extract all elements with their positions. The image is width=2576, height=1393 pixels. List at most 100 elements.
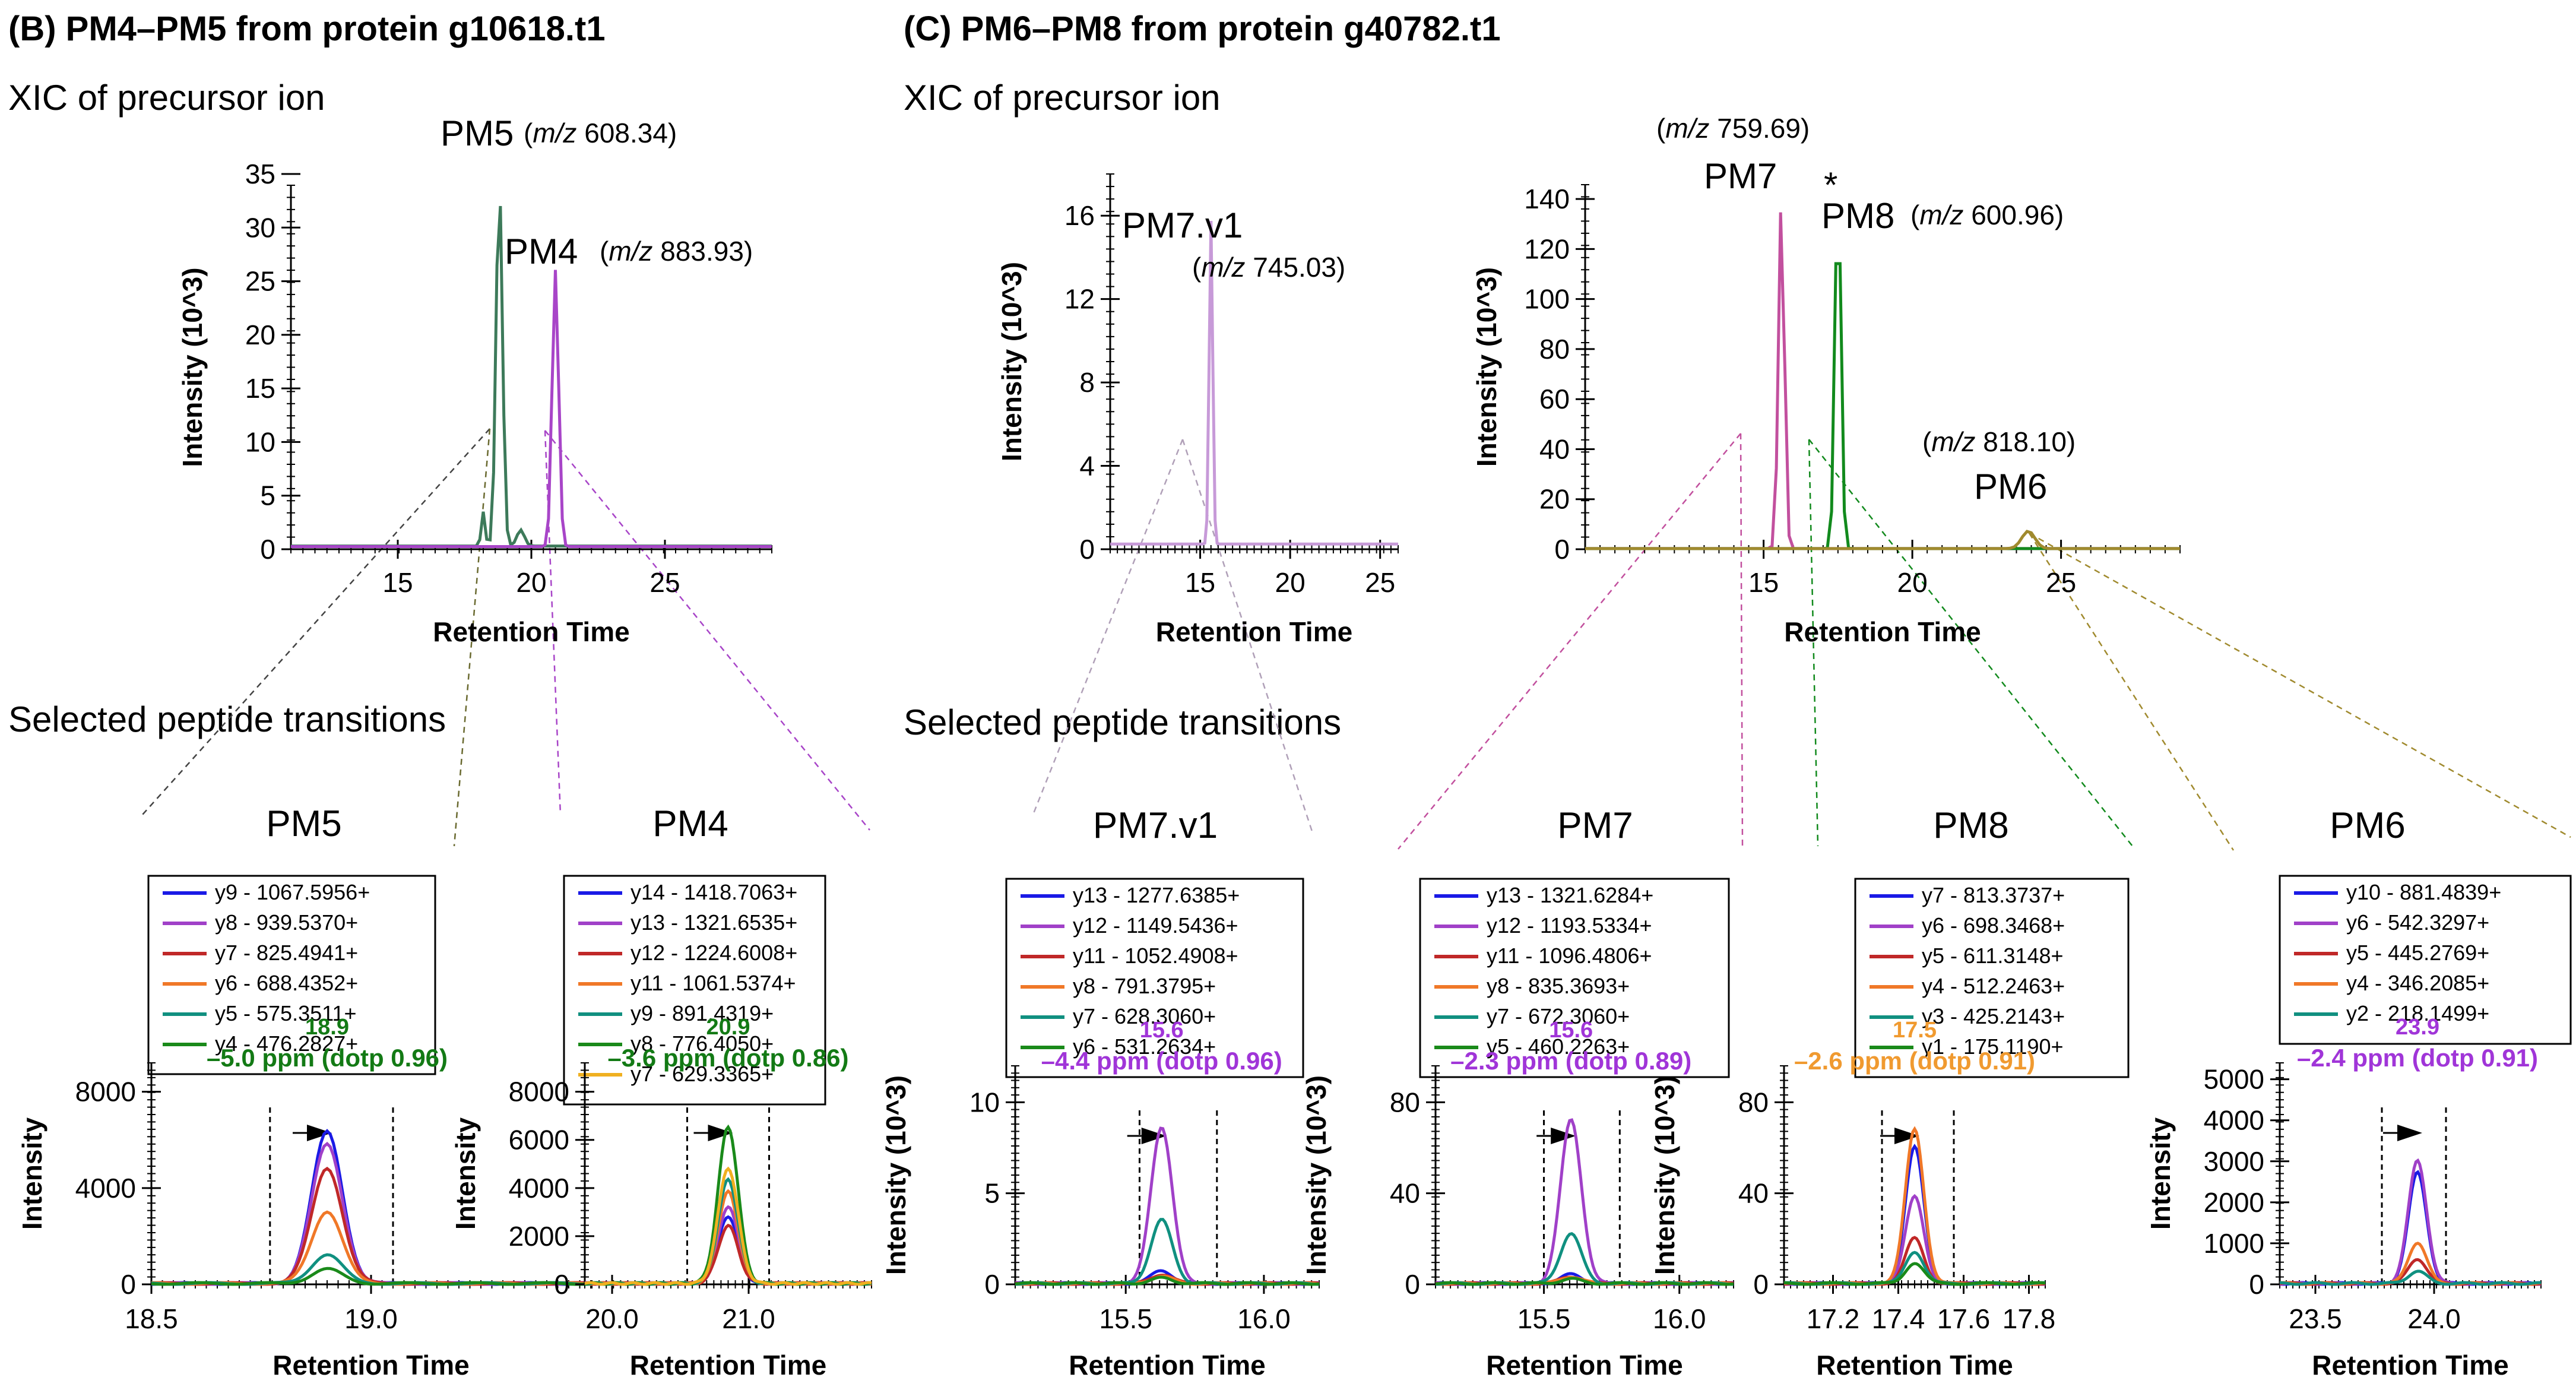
tr_pm5-y-tick-label: 8000 — [75, 1077, 136, 1107]
panel-b-transitions-label: Selected peptide transitions — [8, 699, 446, 739]
tr_pm4-legend-item: y9 - 891.4319+ — [630, 1001, 774, 1025]
tr_pm6-legend-item: y10 - 881.4839+ — [2346, 880, 2501, 904]
xic_b-y-axis-label: Intensity (10^3) — [177, 267, 208, 467]
tr_pm7v1-y-axis-label: Intensity (10^3) — [880, 1075, 911, 1275]
xic_c2-series-pm7 — [1585, 212, 2180, 550]
xic_c1-series-pm7-v1 — [1110, 220, 1398, 546]
tr_pm6-legend-item: y5 - 445.2769+ — [2346, 941, 2489, 965]
tr_pm5-legend-item: y7 - 825.4941+ — [215, 941, 358, 965]
tr_pm4-y-tick-label: 2000 — [509, 1221, 569, 1252]
xic_c2-x-tick-label: 20 — [1897, 567, 1928, 598]
tr_pm5-legend-item: y5 - 575.3511+ — [215, 1001, 357, 1025]
tr_pm7-legend-item: y13 - 1321.6284+ — [1487, 883, 1653, 907]
connector-pm8-left — [1808, 439, 1819, 847]
tr_pm7v1-legend-item: y7 - 628.3060+ — [1073, 1004, 1216, 1028]
xic_c2-y-axis-label: Intensity (10^3) — [1471, 267, 1502, 467]
tr_pm8-x-tick-label: 17.6 — [1937, 1303, 1991, 1334]
tr_pm8-legend — [1854, 878, 2130, 1078]
xic_b-y-tick-label: 30 — [245, 212, 275, 243]
tr_pm7-x-tick-label: 16.0 — [1653, 1303, 1706, 1334]
xic-pm7-mz-label: (m/z 759.69) — [1656, 113, 1810, 144]
tr_pm7-legend-item: y12 - 1193.5334+ — [1487, 913, 1652, 938]
tr_pm7v1-y-tick-label: 10 — [969, 1087, 1000, 1117]
tr_pm7v1-chart: PM7.v1 y13 - 1277.6385+ y12 - 1149.5436+ y1… — [880, 805, 1320, 1381]
tr_pm4-title: PM4 — [652, 803, 728, 844]
tr_pm8-chart: PM8 y7 - 813.3737+ y6 - 698.3468+ y5 - 611.… — [1649, 805, 2130, 1381]
tr_pm5-legend-item: y6 - 688.4352+ — [215, 971, 358, 995]
xic_c1-x-axis-label: Retention Time — [1156, 616, 1352, 647]
connector-pm7v1-left — [1032, 439, 1184, 815]
tr_pm8-apex-rt: 17.5 — [1893, 1018, 1937, 1043]
xic_b-x-tick-label: 25 — [649, 567, 680, 598]
xic-pm7v1-label: PM7.v1 — [1122, 205, 1243, 245]
xic_c2-x-axis-label: Retention Time — [1784, 616, 1981, 647]
tr_pm8-legend-item: y4 - 512.2463+ — [1922, 974, 2065, 998]
tr_pm5-x-tick-label: 19.0 — [344, 1303, 398, 1334]
xic_c1-x-tick-label: 25 — [1365, 567, 1395, 598]
tr_pm8-x-axis-label: Retention Time — [1816, 1350, 2013, 1381]
tr_pm7v1-apex-marker — [1141, 1128, 1167, 1144]
tr_pm4-series-line — [584, 1166, 872, 1286]
tr_pm7-y-tick-label: 80 — [1390, 1087, 1420, 1117]
xic_c2-x-tick-label: 25 — [2046, 567, 2076, 598]
xic_c2-y-tick-label: 80 — [1539, 334, 1570, 365]
tr_pm6-y-tick-label: 2000 — [2204, 1187, 2264, 1218]
tr_pm7v1-x-tick-label: 16.0 — [1237, 1303, 1291, 1334]
tr_pm5-x-axis-label: Retention Time — [273, 1350, 469, 1381]
tr_pm7-apex-rt: 15.6 — [1549, 1018, 1593, 1043]
tr_pm4-legend-item: y11 - 1061.5374+ — [630, 971, 796, 995]
tr_pm5-y-tick-label: 4000 — [75, 1173, 136, 1204]
xic_b-y-tick-label: 25 — [245, 266, 275, 297]
tr_pm6-legend-item: y6 - 542.3297+ — [2346, 910, 2489, 935]
tr_pm4-y-axis-label: Intensity — [450, 1117, 481, 1230]
tr_pm8-series-line — [1783, 1126, 2046, 1286]
tr_pm8-x-tick-label: 17.4 — [1872, 1303, 1925, 1334]
xic_c2-y-tick-label: 60 — [1539, 384, 1570, 414]
tr_pm7-y-axis-label: Intensity (10^3) — [1301, 1075, 1332, 1275]
tr_pm4-series-line — [584, 1177, 872, 1286]
xic_c1-y-axis-label: Intensity (10^3) — [996, 262, 1027, 461]
tr_pm5-title: PM5 — [266, 803, 341, 844]
xic_c1-y-tick-label: 0 — [1079, 534, 1095, 565]
tr_pm7-series-line — [1435, 1231, 1734, 1286]
xic_b-y-tick-label: 35 — [245, 159, 275, 189]
tr_pm7v1-y-tick-label: 5 — [984, 1178, 1000, 1209]
connector-pm7-left — [1398, 433, 1741, 850]
tr_pm7v1-legend-item: y8 - 791.3795+ — [1073, 974, 1216, 998]
connector-pm5-left — [142, 428, 490, 815]
xic_b-y-tick-label: 5 — [260, 480, 275, 511]
tr_pm6-y-tick-label: 5000 — [2204, 1064, 2264, 1095]
tr_pm7v1-x-axis-label: Retention Time — [1069, 1350, 1265, 1381]
panel-b-header: (B) PM4–PM5 from protein g10618.t1 — [8, 10, 606, 48]
tr_pm4-apex-marker — [708, 1125, 733, 1141]
xic_c1-x-tick-label: 15 — [1185, 567, 1215, 598]
tr_pm7-x-tick-label: 15.5 — [1517, 1303, 1571, 1334]
xic-pm7-label: PM7 — [1704, 156, 1777, 196]
tr_pm4-legend-item: y8 - 776.4050+ — [630, 1031, 774, 1056]
tr_pm6-y-tick-label: 1000 — [2204, 1228, 2264, 1259]
tr_pm8-legend-item: y7 - 813.3737+ — [1922, 883, 2065, 907]
panel-c-transitions-label: Selected peptide transitions — [904, 702, 1341, 742]
xic-annotations: PM5 (m/z 608.34) PM4 (m/z 883.93) PM7.v1 (m/z… — [441, 113, 2076, 506]
panel-c-xic-label: XIC of precursor ion — [904, 78, 1221, 118]
tr_pm6-legend — [2279, 875, 2572, 1045]
tr_pm5-y-axis-label: Intensity — [17, 1117, 47, 1230]
xic_c1-y-tick-label: 16 — [1064, 200, 1095, 231]
tr_pm4-y-tick-label: 0 — [554, 1269, 569, 1300]
transition-charts: PM5 y9 - 1067.5956+ y8 - 939.5370+ y7 - 825… — [17, 803, 2572, 1381]
xic_c1-chart: 0 4 8 12 16 15 20 25 Retention Time Intensity (10… — [996, 173, 1399, 647]
tr_pm8-series-line — [1783, 1262, 2046, 1286]
tr_pm8-apex-marker — [1894, 1128, 1919, 1144]
tr_pm6-apex-rt: 23.9 — [2396, 1015, 2439, 1040]
tr_pm6-y-tick-label: 3000 — [2204, 1146, 2264, 1177]
tr_pm7v1-x-tick-label: 15.5 — [1099, 1303, 1152, 1334]
connector-pm8-right — [1808, 439, 2133, 847]
xic_c2-y-tick-label: 100 — [1524, 284, 1570, 315]
tr_pm5-x-tick-label: 18.5 — [125, 1303, 178, 1334]
tr_pm7v1-title: PM7.v1 — [1093, 805, 1218, 846]
tr_pm7v1-legend-item: y11 - 1052.4908+ — [1073, 944, 1238, 968]
xic-pm7v1-mz-label: (m/z 745.03) — [1192, 252, 1345, 283]
xic_b-y-tick-label: 0 — [260, 534, 275, 565]
tr_pm8-series-line — [1783, 1236, 2046, 1286]
tr_pm8-y-tick-label: 0 — [1753, 1269, 1769, 1300]
